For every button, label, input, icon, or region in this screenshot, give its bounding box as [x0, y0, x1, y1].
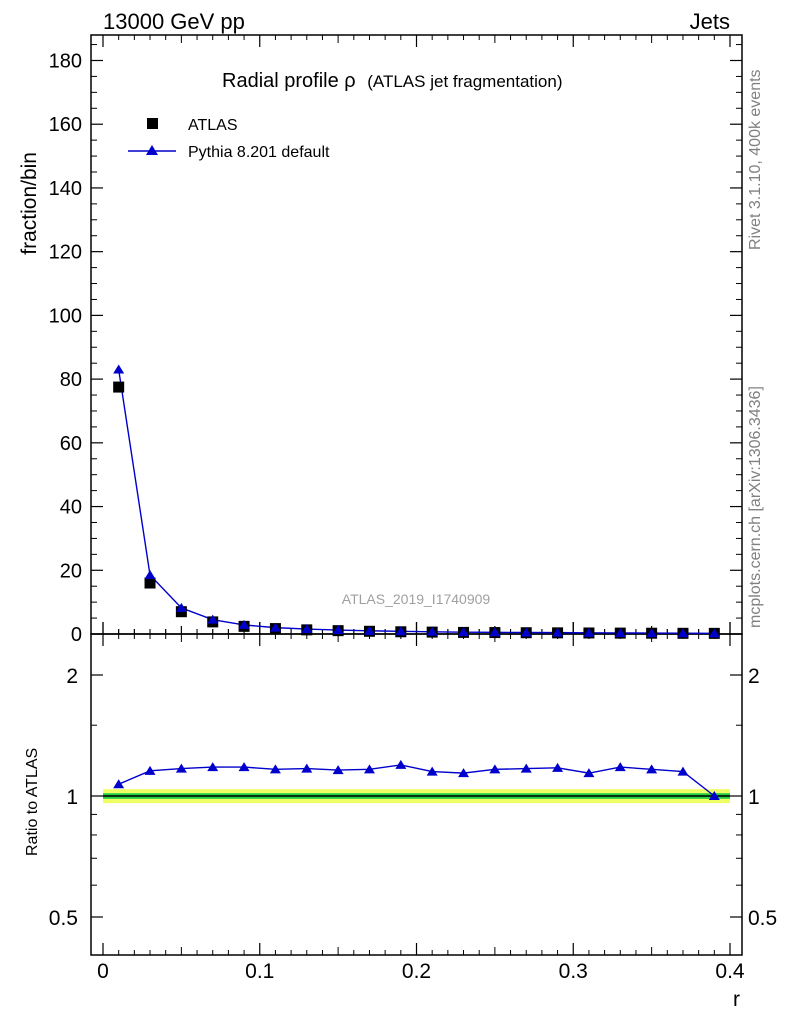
x-tick-label: 0 [97, 960, 109, 983]
pythia-point [395, 626, 407, 636]
pythia-point [552, 627, 564, 637]
ratio-pythia-point [489, 764, 501, 774]
legend: ATLAS Pythia 8.201 default [128, 117, 330, 161]
pythia-point [614, 627, 626, 637]
pythia-point [269, 622, 281, 632]
pythia-point [583, 627, 595, 637]
pythia-point [207, 614, 219, 624]
legend-atlas-label: ATLAS [188, 117, 238, 134]
x-tick-label: 0.4 [715, 960, 745, 983]
ratio-y-tick-label-right: 2 [748, 665, 760, 688]
x-tick-label: 0.3 [559, 960, 588, 983]
ratio-pythia-point [646, 764, 658, 774]
ratio-y-tick-label-right: 1 [748, 786, 760, 809]
main-title: Radial profile ρ (ATLAS jet fragmentatio… [222, 70, 563, 92]
pythia-point [238, 619, 250, 629]
ratio-y-tick-label: 0.5 [49, 907, 78, 930]
ratio-pythia-point [520, 763, 532, 773]
pythia-point [458, 627, 470, 637]
x-tick-label: 0.2 [402, 960, 431, 983]
ratio-uncertainty-band [103, 789, 730, 804]
ratio-pythia-point [677, 766, 689, 776]
pythia-point [489, 627, 501, 637]
ratio-pythia-point [113, 779, 125, 789]
energy-label: 13000 GeV pp [103, 9, 245, 34]
main-y-tick-label: 180 [49, 50, 82, 72]
pythia-point [301, 624, 313, 634]
main-y-tick-label: 0 [71, 624, 82, 646]
ratio-y-ticks: 0.5 0.5 1 1 2 2 [49, 665, 777, 930]
ratio-pythia-point [238, 762, 250, 772]
pythia-point [520, 627, 532, 637]
ratio-pythia-point [175, 763, 187, 773]
ratio-y-tick-label: 1 [66, 786, 78, 809]
main-y-ticks: 0 20 40 60 80 100 120 140 160 180 [49, 44, 742, 646]
pythia-point [144, 570, 156, 580]
main-y-tick-label: 120 [49, 242, 82, 264]
legend-pythia-label: Pythia 8.201 default [188, 144, 330, 161]
atlas-point [113, 381, 125, 393]
mcplots-label: mcplots.cern.ch [arXiv:1306.3436] [747, 386, 764, 628]
ratio-pythia-point [614, 762, 626, 772]
ratio-pythia-point [458, 768, 470, 778]
ratio-pythia-point [207, 762, 219, 772]
main-y-tick-label: 160 [49, 114, 82, 136]
rivet-version-label: Rivet 3.1.10, 400k events [747, 69, 764, 250]
main-title-text: Radial profile ρ [222, 70, 356, 92]
ratio-pythia-point [144, 765, 156, 775]
category-label: Jets [690, 9, 730, 34]
pythia-point [363, 625, 375, 635]
ratio-y-axis-label: Ratio to ATLAS [24, 748, 41, 856]
pythia-point [426, 626, 438, 636]
ratio-pythia-point [269, 764, 281, 774]
ratio-series [113, 759, 720, 800]
ratio-pythia-point [708, 791, 720, 800]
analysis-watermark: ATLAS_2019_I1740909 [342, 591, 491, 607]
main-y-tick-label: 20 [60, 560, 82, 582]
ratio-pythia-point [363, 764, 375, 774]
ratio-y-tick-label: 2 [66, 665, 78, 688]
ratio-pythia-point [301, 763, 313, 773]
legend-atlas-marker [147, 118, 158, 129]
pythia-point [175, 602, 187, 612]
pythia-point [677, 628, 689, 638]
main-title-suffix: (ATLAS jet fragmentation) [367, 72, 562, 91]
ratio-pythia-point [426, 766, 438, 776]
main-y-tick-label: 80 [60, 369, 82, 391]
atlas-point [144, 577, 156, 589]
x-tick-label: 0.1 [245, 960, 274, 983]
ratio-pythia-point [332, 765, 344, 775]
ratio-pythia-line [118, 764, 715, 797]
legend-pythia-marker [146, 145, 158, 155]
main-y-axis-label: fraction/bin [18, 152, 41, 255]
main-y-tick-label: 40 [60, 497, 82, 519]
ratio-pythia-point [395, 759, 407, 769]
pythia-point [708, 628, 720, 638]
main-y-tick-label: 60 [60, 433, 82, 455]
ratio-pythia-point [583, 768, 595, 778]
x-axis-label: r [733, 988, 740, 1011]
pythia-point [332, 625, 344, 635]
main-y-tick-label: 100 [49, 305, 82, 327]
main-series [113, 364, 720, 639]
ratio-y-tick-label-right: 0.5 [748, 907, 777, 930]
pythia-point [646, 628, 658, 638]
pythia-point [113, 364, 125, 374]
ratio-pythia-point [552, 762, 564, 772]
x-ticks: 0 0.1 0.2 0.3 0.4 [97, 35, 745, 983]
main-y-tick-label: 140 [49, 178, 82, 200]
